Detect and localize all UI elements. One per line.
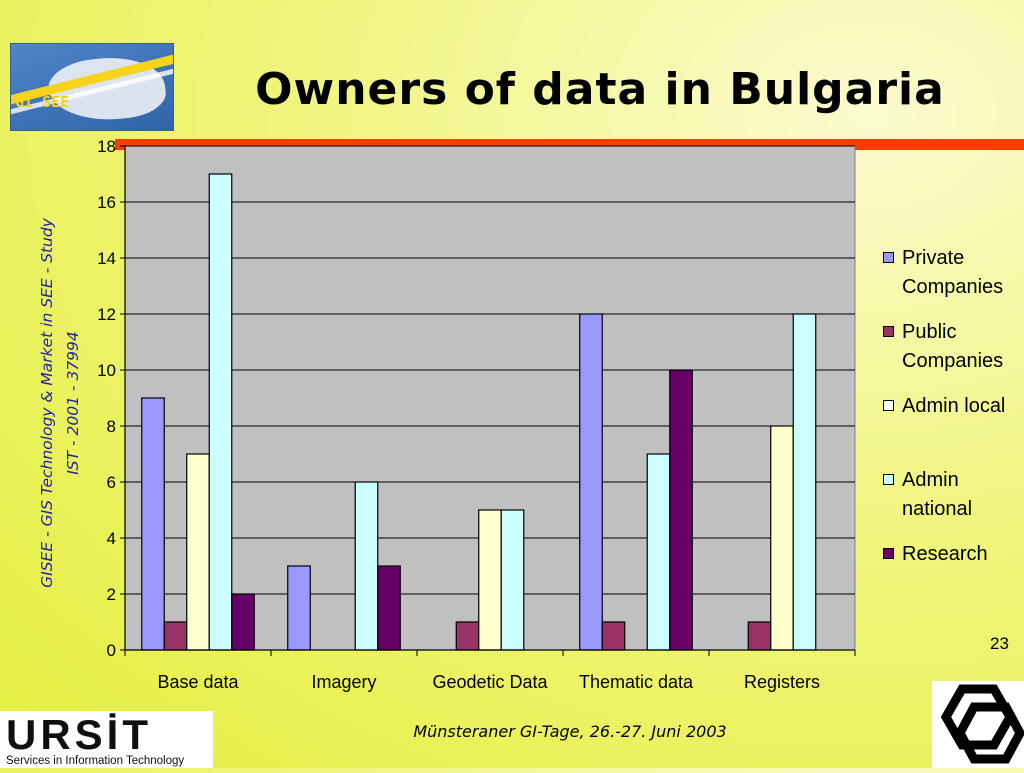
- ursit-logo-word: URSİT: [6, 711, 152, 758]
- axes: [124, 146, 856, 656]
- y-tick-label: 14: [97, 249, 116, 268]
- legend-swatch: [883, 400, 894, 411]
- bar: [747, 621, 772, 651]
- bar: [455, 621, 480, 651]
- legend-swatch: [883, 548, 894, 559]
- legend-label-line2: national: [902, 498, 973, 520]
- legend-label-line2: Companies: [902, 350, 1004, 372]
- x-tick-label: Geodetic Data: [432, 672, 548, 692]
- legend-item-admin-local: Admin local: [880, 392, 1024, 421]
- bar: [792, 313, 817, 651]
- ursit-logo: URSİT Services in Information Technology: [0, 711, 213, 768]
- legend-item-admin-national: Admin national: [880, 466, 1024, 524]
- legend-swatch: [883, 474, 894, 485]
- x-tick-label: Registers: [744, 672, 820, 692]
- legend-swatch: [883, 326, 894, 337]
- page-title: Owners of data in Bulgaria: [255, 64, 945, 115]
- legend-label: Research: [902, 543, 988, 565]
- ursit-logo-tagline: Services in Information Technology: [6, 755, 185, 767]
- bar: [669, 369, 693, 651]
- page-number: 23: [990, 634, 1009, 653]
- y-tick-labels: 0 2 4 6 8 10 12 14 16 18: [97, 137, 116, 660]
- legend-item-research: Research: [880, 540, 1024, 569]
- legend-label: Admin: [902, 469, 959, 491]
- y-tick-label: 12: [97, 305, 116, 324]
- bar: [208, 173, 233, 651]
- y-tick-label: 16: [97, 193, 116, 212]
- hexagon-logo: [932, 681, 1024, 768]
- bar: [579, 313, 603, 651]
- y-tick-label: 2: [107, 585, 116, 604]
- legend-item-private-companies: Private Companies: [880, 244, 1024, 302]
- bar: [500, 509, 525, 651]
- x-tick-label: Imagery: [311, 672, 376, 692]
- bar: [354, 481, 379, 651]
- legend-swatch: [883, 252, 894, 263]
- x-tick-labels: Base data Imagery Geodetic Data Thematic da…: [157, 672, 820, 692]
- legend-item-public-companies: Public Companies: [880, 318, 1024, 376]
- title-underline: [115, 139, 1024, 150]
- y-tick-label: 4: [107, 529, 116, 548]
- y-tick-label: 18: [97, 137, 116, 156]
- y-tick-label: 8: [107, 417, 116, 436]
- bar: [478, 509, 502, 651]
- footer-text: Münsteraner GI-Tage, 26.-27. Juni 2003: [413, 722, 727, 741]
- x-tick-label: Thematic data: [579, 672, 694, 692]
- x-tick-label: Base data: [157, 672, 239, 692]
- hexagon-logo-icon: [940, 684, 1024, 764]
- y-tick-label: 6: [107, 473, 116, 492]
- bar: [646, 453, 671, 651]
- bar: [770, 425, 794, 651]
- legend-label-line2: Companies: [902, 276, 1004, 298]
- legend-label: Public: [902, 321, 957, 343]
- bar: [377, 565, 401, 651]
- bar: [163, 621, 188, 651]
- bar: [601, 621, 626, 651]
- y-tick-label: 10: [97, 361, 116, 380]
- gisee-logo: GI SEE: [10, 43, 174, 131]
- gisee-logo-text: GI SEE: [15, 93, 70, 111]
- bar: [141, 397, 165, 651]
- bar: [186, 453, 210, 651]
- bar: [287, 565, 311, 651]
- y-tick-label: 0: [107, 641, 116, 660]
- legend-label: Private: [902, 247, 965, 269]
- legend-label: Admin local: [902, 395, 1006, 417]
- bar: [231, 593, 255, 651]
